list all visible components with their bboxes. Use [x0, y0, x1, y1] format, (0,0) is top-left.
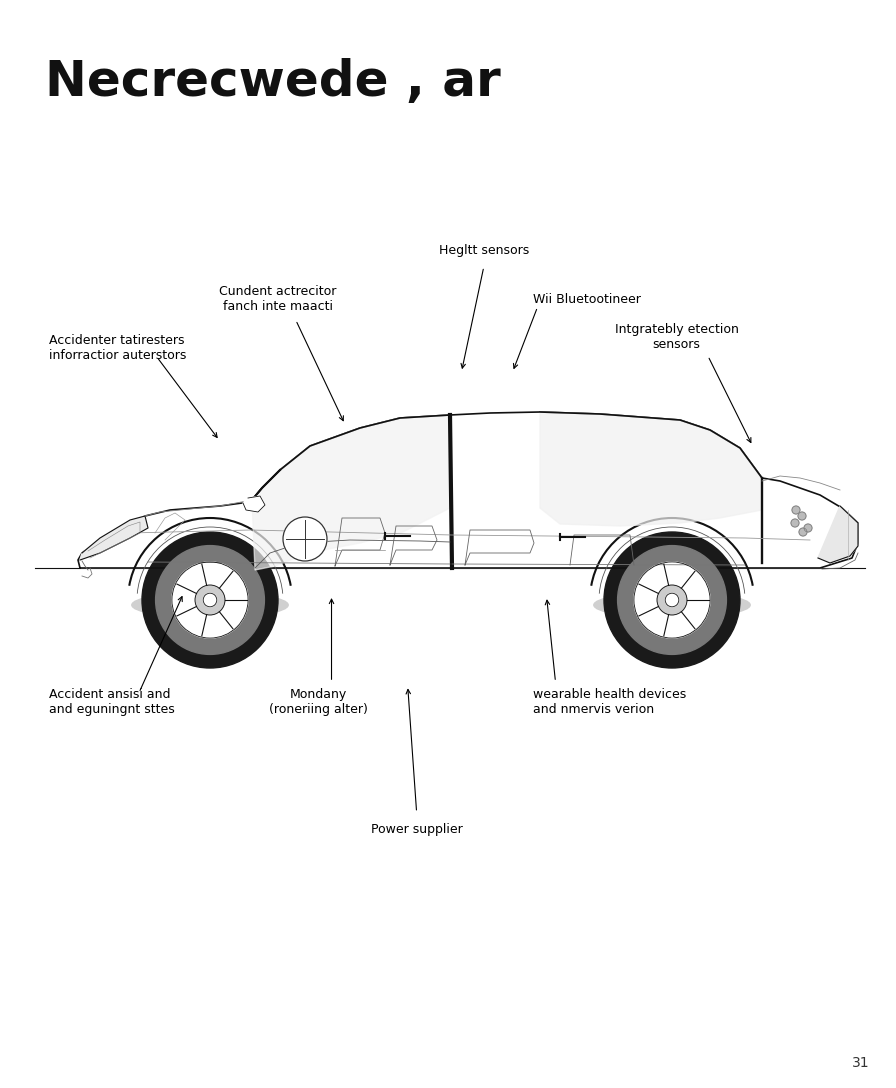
- Text: Wii Bluetootineer: Wii Bluetootineer: [533, 293, 641, 306]
- Text: Hegltt sensors: Hegltt sensors: [439, 244, 529, 257]
- Polygon shape: [540, 412, 762, 526]
- Circle shape: [792, 506, 800, 514]
- Text: Accident ansisi and
and eguningnt sttes: Accident ansisi and and eguningnt sttes: [49, 688, 175, 716]
- Circle shape: [172, 561, 248, 638]
- Polygon shape: [818, 506, 858, 562]
- Polygon shape: [78, 412, 858, 568]
- Circle shape: [804, 524, 812, 532]
- Circle shape: [798, 512, 806, 520]
- Circle shape: [283, 517, 327, 561]
- Circle shape: [142, 532, 278, 668]
- Text: Necrecwede , ar: Necrecwede , ar: [45, 58, 501, 106]
- Circle shape: [665, 593, 679, 607]
- Ellipse shape: [132, 592, 289, 618]
- Ellipse shape: [594, 592, 750, 618]
- Circle shape: [791, 519, 799, 527]
- Text: Power supplier: Power supplier: [371, 823, 462, 836]
- Circle shape: [657, 585, 687, 615]
- Text: Cundent actrecitor
fanch inte maacti: Cundent actrecitor fanch inte maacti: [220, 285, 336, 313]
- Circle shape: [799, 528, 807, 536]
- Circle shape: [604, 532, 740, 668]
- Text: Accidenter tatiresters
inforractior auterstors: Accidenter tatiresters inforractior aute…: [49, 334, 186, 362]
- Polygon shape: [252, 415, 450, 570]
- Polygon shape: [243, 496, 265, 512]
- Circle shape: [617, 545, 727, 654]
- Circle shape: [156, 545, 264, 654]
- Polygon shape: [80, 516, 148, 560]
- Text: Intgratebly etection
sensors: Intgratebly etection sensors: [615, 323, 738, 351]
- Text: Mondany
(roneriing alter): Mondany (roneriing alter): [269, 688, 367, 716]
- Text: 31: 31: [852, 1056, 870, 1070]
- Circle shape: [203, 593, 217, 607]
- Circle shape: [633, 561, 710, 638]
- Circle shape: [195, 585, 225, 615]
- Text: wearable health devices
and nmervis verion: wearable health devices and nmervis veri…: [533, 688, 686, 716]
